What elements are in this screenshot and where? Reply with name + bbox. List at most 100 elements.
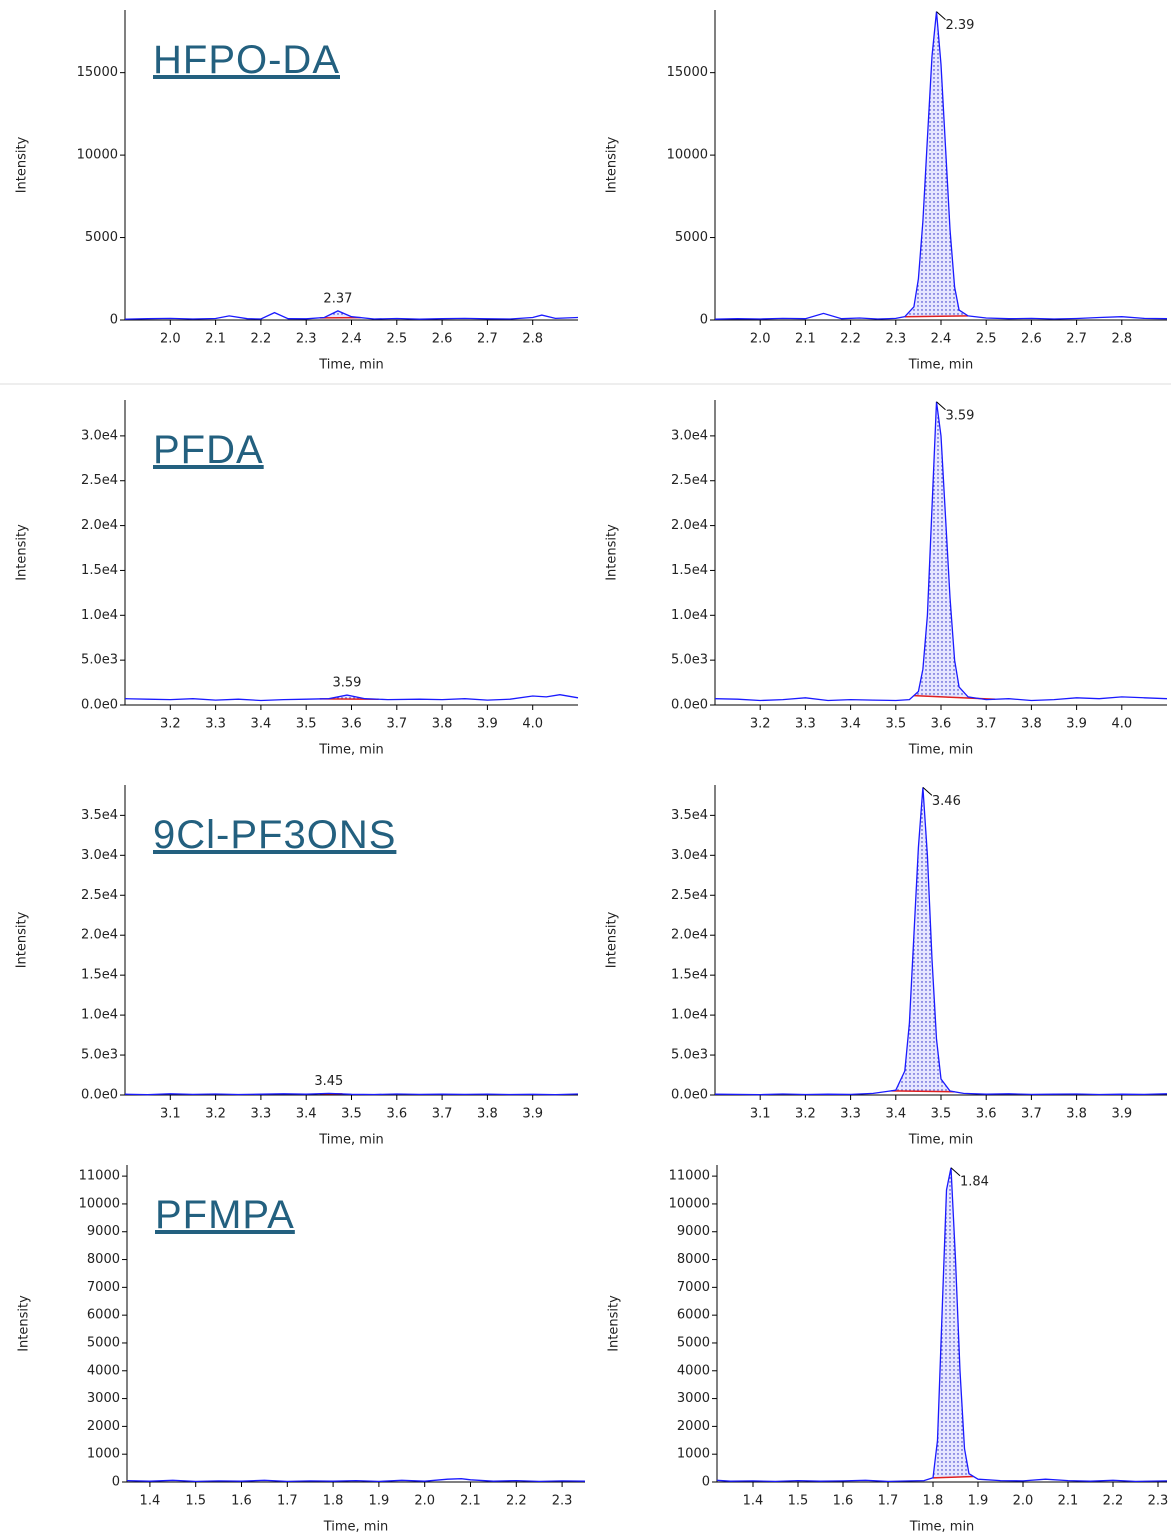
x-tick-label: 2.3 xyxy=(885,332,906,347)
y-tick-label: 4000 xyxy=(87,1363,120,1378)
y-axis-label: Intensity xyxy=(15,911,30,968)
x-tick-label: 3.9 xyxy=(1066,717,1087,732)
x-tick-label: 1.8 xyxy=(323,1494,344,1509)
y-tick-label: 3.0e4 xyxy=(81,428,118,443)
x-tick-label: 2.2 xyxy=(1103,1494,1124,1509)
x-tick-label: 2.4 xyxy=(341,332,362,347)
y-axis-label: Intensity xyxy=(15,524,30,581)
y-tick-label: 4000 xyxy=(677,1363,710,1378)
y-tick-label: 9000 xyxy=(677,1224,710,1239)
x-axis-label: Time, min xyxy=(908,1133,974,1148)
y-tick-label: 11000 xyxy=(79,1169,120,1184)
y-tick-label: 5000 xyxy=(677,1335,710,1350)
x-tick-label: 2.8 xyxy=(522,332,543,347)
y-tick-label: 3.5e4 xyxy=(671,808,708,823)
x-tick-label: 4.0 xyxy=(522,717,543,732)
y-tick-label: 7000 xyxy=(677,1280,710,1295)
y-tick-label: 0 xyxy=(700,313,708,328)
y-tick-label: 10000 xyxy=(77,148,118,163)
integration-baseline xyxy=(904,315,969,318)
y-tick-label: 3.0e4 xyxy=(671,848,708,863)
x-axis-label: Time, min xyxy=(318,1133,384,1148)
x-tick-label: 2.7 xyxy=(1066,332,1087,347)
y-tick-label: 6000 xyxy=(87,1308,120,1323)
x-tick-label: 3.5 xyxy=(296,717,317,732)
y-tick-label: 8000 xyxy=(87,1252,120,1267)
integration-baseline xyxy=(932,1475,974,1479)
x-tick-label: 3.7 xyxy=(976,717,997,732)
peak-pointer xyxy=(922,787,933,796)
x-tick-label: 1.7 xyxy=(878,1494,899,1509)
compound-title: HFPO-DA xyxy=(153,38,340,82)
y-tick-label: 2.0e4 xyxy=(81,928,118,943)
x-tick-label: 3.2 xyxy=(795,1107,816,1122)
compound-title: PFDA xyxy=(153,428,264,472)
x-tick-label: 2.2 xyxy=(251,332,272,347)
y-tick-label: 0 xyxy=(112,1475,120,1490)
y-tick-label: 2.0e4 xyxy=(671,518,708,533)
compound-title: 9Cl-PF3ONS xyxy=(153,813,396,857)
x-axis-label: Time, min xyxy=(909,1520,975,1535)
peak-label: 3.59 xyxy=(332,676,361,691)
y-tick-label: 0.0e0 xyxy=(81,698,118,713)
y-tick-label: 5.0e3 xyxy=(81,1048,118,1063)
y-tick-label: 0 xyxy=(702,1475,710,1490)
peak-pointer xyxy=(950,1167,961,1177)
x-tick-label: 3.4 xyxy=(840,717,861,732)
x-tick-label: 3.9 xyxy=(522,1107,543,1122)
y-tick-label: 10000 xyxy=(667,148,708,163)
x-tick-label: 2.0 xyxy=(414,1494,435,1509)
x-tick-label: 1.4 xyxy=(140,1494,161,1509)
chromatogram-trace xyxy=(714,787,1168,1096)
y-tick-label: 10000 xyxy=(79,1196,120,1211)
x-tick-label: 3.9 xyxy=(477,717,498,732)
x-tick-label: 3.4 xyxy=(251,717,272,732)
y-tick-label: 5.0e3 xyxy=(671,1048,708,1063)
x-tick-label: 3.7 xyxy=(432,1107,453,1122)
x-tick-label: 1.8 xyxy=(923,1494,944,1509)
x-tick-label: 2.0 xyxy=(750,332,771,347)
y-tick-label: 3.0e4 xyxy=(671,428,708,443)
x-tick-label: 3.4 xyxy=(296,1107,317,1122)
chromatogram-trace xyxy=(716,1167,1168,1483)
x-tick-label: 3.7 xyxy=(386,717,407,732)
y-tick-label: 1.0e4 xyxy=(81,1008,118,1023)
y-tick-label: 10000 xyxy=(669,1196,710,1211)
x-tick-label: 3.8 xyxy=(1021,717,1042,732)
x-tick-label: 2.5 xyxy=(976,332,997,347)
y-tick-label: 3.5e4 xyxy=(81,808,118,823)
y-tick-label: 5.0e3 xyxy=(671,653,708,668)
x-tick-label: 3.3 xyxy=(840,1107,861,1122)
y-tick-label: 5000 xyxy=(87,1335,120,1350)
x-tick-label: 1.7 xyxy=(277,1494,298,1509)
y-axis-label: Intensity xyxy=(605,136,620,193)
x-tick-label: 3.2 xyxy=(750,717,771,732)
y-tick-label: 1.5e4 xyxy=(671,968,708,983)
chromatogram-trace xyxy=(124,310,579,320)
y-tick-label: 5000 xyxy=(85,230,118,245)
x-tick-label: 3.5 xyxy=(931,1107,952,1122)
y-tick-label: 5.0e3 xyxy=(81,653,118,668)
y-tick-label: 0.0e0 xyxy=(671,698,708,713)
integration-baseline xyxy=(891,1090,955,1093)
x-tick-label: 1.5 xyxy=(185,1494,206,1509)
integrated-area xyxy=(891,787,955,1092)
y-tick-label: 2.0e4 xyxy=(81,518,118,533)
chromatogram-trace xyxy=(714,11,1168,320)
x-tick-label: 3.6 xyxy=(976,1107,997,1122)
y-tick-label: 1.5e4 xyxy=(81,968,118,983)
y-tick-label: 2.5e4 xyxy=(81,473,118,488)
x-tick-label: 2.7 xyxy=(477,332,498,347)
y-tick-label: 7000 xyxy=(87,1280,120,1295)
x-tick-label: 1.6 xyxy=(833,1494,854,1509)
chromatogram-trace xyxy=(124,694,579,702)
y-tick-label: 5000 xyxy=(675,230,708,245)
integrated-area xyxy=(319,310,361,318)
x-tick-label: 3.1 xyxy=(160,1107,181,1122)
x-tick-label: 3.3 xyxy=(795,717,816,732)
x-axis-label: Time, min xyxy=(323,1520,389,1535)
x-tick-label: 2.0 xyxy=(1013,1494,1034,1509)
x-axis-label: Time, min xyxy=(318,358,384,373)
y-tick-label: 9000 xyxy=(87,1224,120,1239)
x-tick-label: 3.2 xyxy=(160,717,181,732)
